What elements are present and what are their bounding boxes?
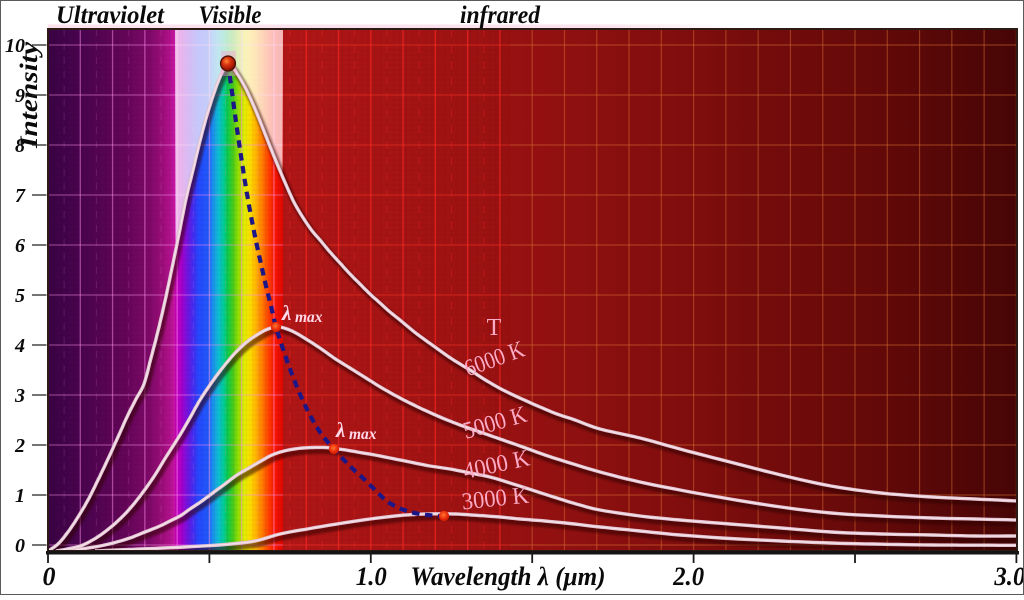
svg-text:5: 5 — [15, 285, 25, 307]
svg-text:6: 6 — [15, 235, 25, 257]
svg-text:max: max — [295, 309, 323, 326]
svg-text:λ: λ — [281, 301, 291, 325]
svg-text:10: 10 — [5, 35, 25, 57]
svg-text:0: 0 — [15, 535, 25, 557]
svg-text:0: 0 — [43, 562, 56, 591]
svg-text:max: max — [349, 426, 377, 443]
svg-text:infrared: infrared — [460, 2, 540, 29]
svg-text:9: 9 — [15, 85, 25, 107]
svg-text:1.0: 1.0 — [356, 562, 387, 591]
svg-text:7: 7 — [15, 185, 26, 207]
svg-text:8: 8 — [15, 135, 25, 157]
svg-text:1: 1 — [15, 485, 25, 507]
svg-text:Visible: Visible — [199, 2, 262, 29]
svg-text:T: T — [487, 315, 502, 341]
svg-text:3: 3 — [14, 385, 25, 407]
svg-text:Ultraviolet: Ultraviolet — [56, 2, 165, 29]
svg-text:2: 2 — [14, 435, 25, 457]
svg-text:Wavelength λ (μm): Wavelength λ (μm) — [411, 562, 606, 591]
svg-text:3.0: 3.0 — [993, 562, 1024, 591]
svg-text:λ: λ — [335, 418, 345, 442]
svg-text:4: 4 — [14, 335, 25, 357]
svg-text:2.0: 2.0 — [672, 562, 704, 591]
